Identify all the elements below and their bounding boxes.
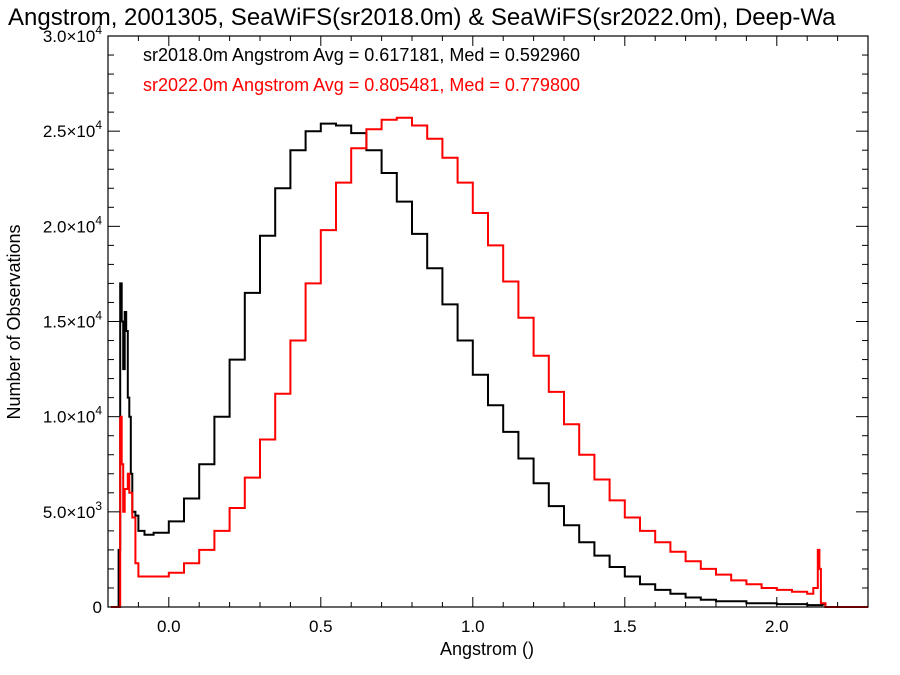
y-tick-label: 2.5×104 [43,118,102,141]
x-tick-label: 1.5 [613,617,637,636]
plot-frame [107,35,869,608]
series-line-1 [111,116,868,608]
legend-annotation-black: sr2018.0m Angstrom Avg = 0.617181, Med =… [143,45,580,65]
legend-annotation-red: sr2022.0m Angstrom Avg = 0.805481, Med =… [143,75,580,95]
x-tick-label: 1.0 [461,617,485,636]
chart-title: Angstrom, 2001305, SeaWiFS(sr2018.0m) & … [8,4,836,31]
y-tick-label: 3.0×104 [43,23,102,46]
y-tick-label: 1.5×104 [43,309,102,332]
series-line-0 [111,122,868,608]
y-tick-label: 1.0×104 [43,404,102,427]
x-axis-label: Angstrom () [440,639,534,659]
x-tick-label: 2.0 [765,617,789,636]
y-tick-label: 5.0×103 [43,499,102,522]
x-tick-label: 0.5 [309,617,333,636]
y-tick-label: 2.0×104 [43,213,102,236]
x-tick-label: 0.0 [157,617,181,636]
y-tick-label: 0 [93,598,102,617]
plot-area: 0.0 0.5 1.0 1.5 2.0 0 5.0×103 1.0×104 1.5×104 2.0… [43,23,869,636]
y-axis-label: Number of Observations [4,224,24,419]
